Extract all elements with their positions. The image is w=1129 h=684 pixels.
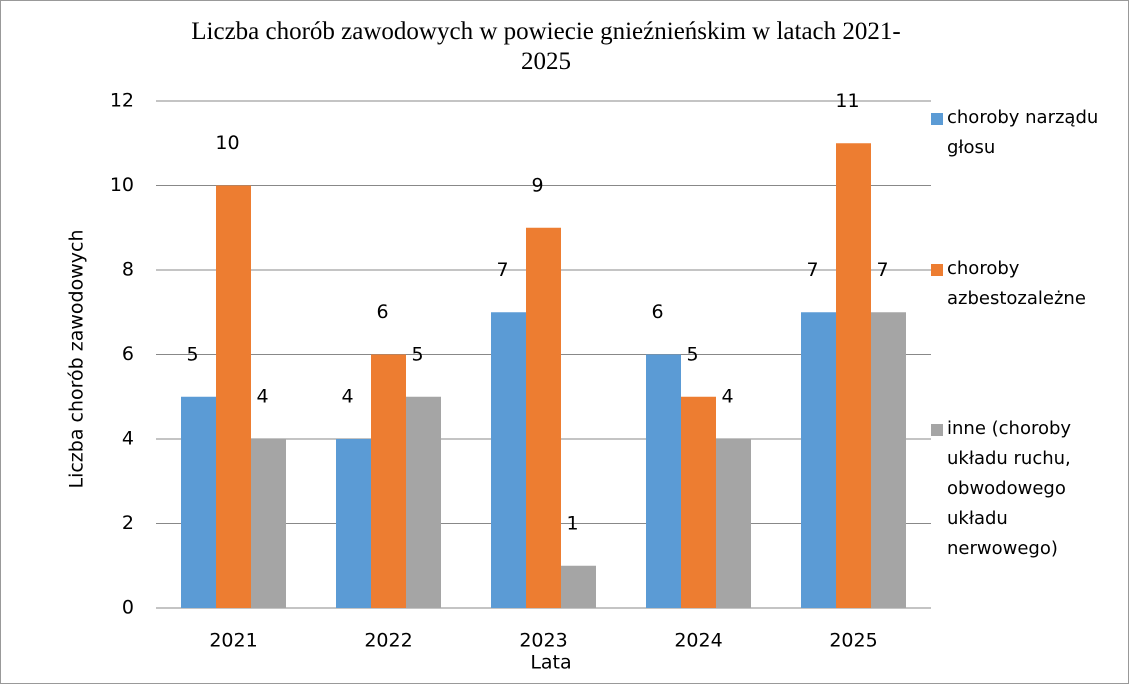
y-tick-label: 6 [122,343,134,365]
bar [801,312,836,608]
legend-item: choroby azbestozależne [931,254,1121,314]
legend-label: inne (choroby układu ruchu, obwodowego u… [947,418,1072,559]
data-label: 7 [496,259,508,281]
data-label: 5 [411,343,423,365]
bar [371,354,406,608]
data-label: 6 [651,301,663,323]
x-tick-label: 2023 [519,630,567,652]
legend-swatch [931,424,943,436]
bar [491,312,526,608]
y-tick-label: 2 [122,512,134,534]
bar [216,185,251,608]
data-label: 4 [256,386,268,408]
y-axis-title: Liczba chorób zawodowych [66,230,88,489]
bar [181,396,216,608]
bar [646,354,681,608]
x-axis-title: Lata [530,652,571,674]
legend-item: choroby narządu głosu [931,103,1121,163]
legend-item: inne (choroby układu ruchu, obwodowego u… [931,414,1121,564]
bar [716,439,751,608]
chart-title: Liczba chorób zawodowych w powiecie gnie… [191,18,901,75]
legend-swatch [931,113,943,125]
data-label: 9 [531,174,543,196]
bar [561,565,596,608]
y-tick-label: 4 [122,428,134,450]
legend-label: choroby azbestozależne [947,258,1086,309]
x-tick-label: 2022 [364,630,412,652]
y-tick-label: 12 [110,90,134,112]
x-tick-label: 2025 [829,630,877,652]
y-tick-label: 8 [122,259,134,281]
bar [526,227,561,608]
legend-label: choroby narządu głosu [947,107,1099,158]
x-tick-label: 2021 [209,630,257,652]
data-label: 4 [721,386,733,408]
data-label: 10 [215,132,239,154]
data-label: 4 [341,386,353,408]
y-tick-label: 10 [110,174,134,196]
bar [836,143,871,608]
bar [251,439,286,608]
data-label: 7 [876,259,888,281]
bar [871,312,906,608]
legend-swatch [931,264,943,276]
bar [336,439,371,608]
data-label: 7 [806,259,818,281]
data-label: 11 [835,90,859,112]
y-tick-label: 0 [122,597,134,619]
data-label: 6 [376,301,388,323]
data-label: 5 [186,343,198,365]
bar [406,396,441,608]
data-label: 1 [566,512,578,534]
bar [681,396,716,608]
x-tick-label: 2024 [674,630,722,652]
data-label: 5 [686,343,698,365]
